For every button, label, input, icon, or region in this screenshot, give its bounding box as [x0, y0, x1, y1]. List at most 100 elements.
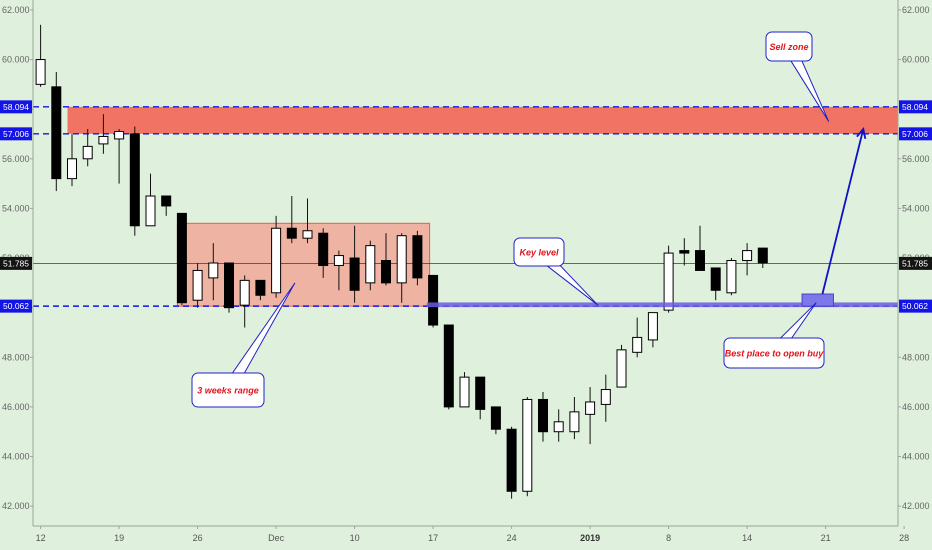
- candle-body: [224, 262, 234, 309]
- candle-body: [600, 389, 611, 405]
- y-tick-label-left: 56.000: [2, 154, 30, 164]
- candle-body: [569, 411, 580, 433]
- candle-body: [145, 195, 156, 227]
- candle-body: [349, 257, 360, 291]
- candle-body: [553, 421, 564, 433]
- level-badge-right: [899, 100, 932, 114]
- key-level-band: [426, 302, 898, 308]
- candle-body: [129, 133, 140, 227]
- level-badge-right: [899, 256, 932, 270]
- y-tick-label-right: 44.000: [902, 452, 930, 462]
- candle-body: [412, 235, 423, 279]
- y-tick-label-left: 62.000: [2, 5, 30, 15]
- level-badge-right: [899, 299, 932, 313]
- level-badge-label-left: 58.094: [3, 102, 29, 112]
- range-callout-label: 3 weeks range: [197, 386, 259, 396]
- candle-body: [538, 398, 548, 433]
- x-tick-label: 17: [428, 533, 438, 543]
- candle-body: [98, 135, 109, 145]
- candle-body: [459, 376, 470, 408]
- y-tick-label-left: 42.000: [2, 501, 30, 511]
- buy-callout-label: Best place to open buy: [725, 349, 825, 359]
- y-tick-label-left: 46.000: [2, 402, 30, 412]
- candle-body: [757, 247, 768, 264]
- y-tick-label-right: 56.000: [902, 154, 930, 164]
- x-tick-label: 19: [114, 533, 124, 543]
- sell-zone-callout-label: Sell zone: [769, 42, 808, 52]
- candle-body: [302, 230, 313, 239]
- candle-body: [726, 260, 737, 294]
- candle-body: [365, 245, 376, 284]
- y-tick-label-right: 54.000: [902, 203, 930, 213]
- candle-body: [475, 376, 486, 410]
- candle-body: [192, 269, 203, 301]
- candle-body: [381, 260, 391, 284]
- candle-body: [428, 274, 439, 326]
- y-tick-label-left: 44.000: [2, 452, 30, 462]
- candle-body: [396, 235, 407, 284]
- candle-body: [35, 59, 46, 85]
- candle-body: [506, 428, 517, 492]
- candle-body: [742, 250, 753, 262]
- y-tick-label-right: 48.000: [902, 352, 930, 362]
- candle-body: [176, 212, 187, 304]
- candle-body: [208, 262, 219, 279]
- candle-body: [239, 279, 250, 306]
- y-tick-label-left: 48.000: [2, 352, 30, 362]
- candle-body: [647, 312, 658, 341]
- candle-body: [616, 349, 627, 388]
- candle-body: [522, 398, 533, 492]
- candle-body: [679, 250, 690, 254]
- level-badge-label-left: 57.006: [3, 129, 29, 139]
- x-tick-label: 21: [821, 533, 831, 543]
- candle-body: [286, 227, 297, 239]
- candle-body: [695, 250, 705, 271]
- y-tick-label-right: 46.000: [902, 402, 930, 412]
- x-tick-label: 28: [899, 533, 909, 543]
- buy-callout-box-fill: [725, 339, 823, 367]
- candle-body: [663, 252, 674, 311]
- overlay-layer: [426, 127, 898, 308]
- sell-zone-layer: [67, 106, 898, 134]
- candle-body: [443, 324, 454, 408]
- candles-layer: [35, 24, 768, 499]
- x-tick-label: 12: [36, 533, 46, 543]
- candle-body: [161, 195, 172, 207]
- level-badge-left: [0, 256, 32, 270]
- candle-body: [318, 232, 329, 266]
- candle-body: [255, 279, 266, 296]
- candle-body: [585, 401, 596, 415]
- buy-zone-box: [801, 293, 834, 307]
- candle-body: [114, 131, 125, 140]
- y-tick-label-left: 60.000: [2, 55, 30, 65]
- level-badge-label-left: 50.062: [3, 301, 29, 311]
- x-tick-label: 26: [193, 533, 203, 543]
- level-badge-left: [0, 127, 32, 141]
- x-tick-label: Dec: [268, 533, 285, 543]
- candle-body: [710, 267, 721, 291]
- level-badge-right: [899, 127, 932, 141]
- candle-body: [51, 86, 62, 180]
- callouts-layer: Sell zone Key level 3 weeks range Best plac…: [191, 31, 830, 408]
- level-badge-left: [0, 299, 32, 313]
- candle-body: [271, 227, 282, 294]
- forecast-arrow: [821, 128, 865, 295]
- level-badge-left: [0, 100, 32, 114]
- level-badge-label-right: 57.006: [902, 129, 928, 139]
- candle-body: [333, 255, 344, 266]
- level-badge-label-right: 51.785: [902, 258, 928, 268]
- y-tick-label-right: 62.000: [902, 5, 930, 15]
- key-level-callout-label: Key level: [519, 248, 559, 258]
- x-tick-label: 2019: [580, 533, 600, 543]
- sell-zone-rect: [67, 106, 898, 134]
- candle-body: [67, 158, 77, 180]
- level-badge-label-right: 58.094: [902, 102, 928, 112]
- x-tick-label: 24: [507, 533, 517, 543]
- y-tick-label-right: 60.000: [902, 55, 930, 65]
- y-tick-label-left: 54.000: [2, 203, 30, 213]
- candle-body: [82, 145, 93, 160]
- sell-zone-callout-box-fill: [767, 33, 811, 60]
